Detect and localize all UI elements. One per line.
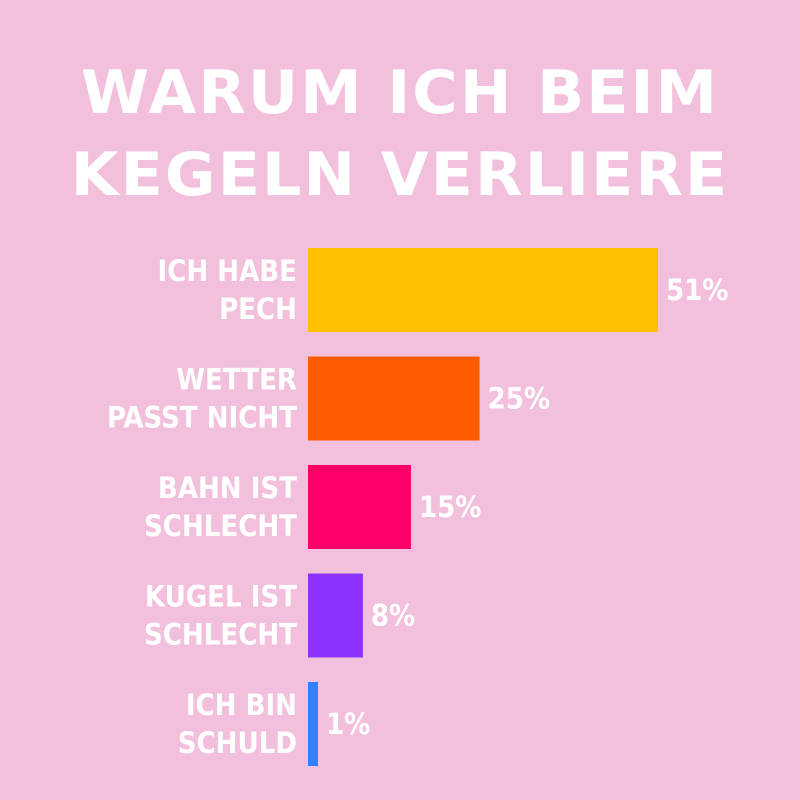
category-label-5-line-1: ICH BIN: [186, 688, 297, 722]
category-label-1-line-2: PECH: [219, 292, 297, 326]
value-label-2: 25%: [488, 382, 550, 416]
value-label-5: 1%: [326, 707, 370, 741]
value-label-1: 51%: [666, 273, 728, 307]
value-label-3: 15%: [419, 490, 481, 524]
category-label-5-line-2: SCHULD: [178, 726, 297, 760]
category-label-2: WETTER PASST NICHT: [107, 363, 297, 435]
category-label-5: ICH BIN SCHULD: [178, 688, 297, 760]
chart-title-line-2: KEGELN VERLIERE: [70, 140, 730, 210]
category-label-3-line-1: BAHN IST: [158, 471, 297, 505]
category-label-1-line-1: ICH HABE: [158, 254, 298, 288]
bar-2: [308, 356, 480, 441]
category-label-4-line-1: KUGEL IST: [145, 580, 297, 614]
category-label-3-line-2: SCHLECHT: [144, 509, 297, 543]
bar-4: [308, 573, 363, 658]
chart-title: WARUM ICH BEIM KEGELN VERLIERE: [0, 52, 800, 216]
bar-5: [308, 682, 318, 766]
value-label-4: 8%: [371, 599, 415, 633]
category-label-2-line-2: PASST NICHT: [107, 401, 297, 435]
bar-1: [308, 248, 658, 332]
chart-title-line-1: WARUM ICH BEIM: [80, 58, 720, 128]
category-label-4-line-2: SCHLECHT: [144, 618, 297, 652]
category-label-1: ICH HABE PECH: [158, 254, 298, 326]
category-label-3: BAHN IST SCHLECHT: [144, 471, 297, 543]
category-label-4: KUGEL IST SCHLECHT: [144, 580, 297, 652]
bar-3: [308, 465, 411, 549]
category-label-2-line-1: WETTER: [176, 363, 297, 397]
